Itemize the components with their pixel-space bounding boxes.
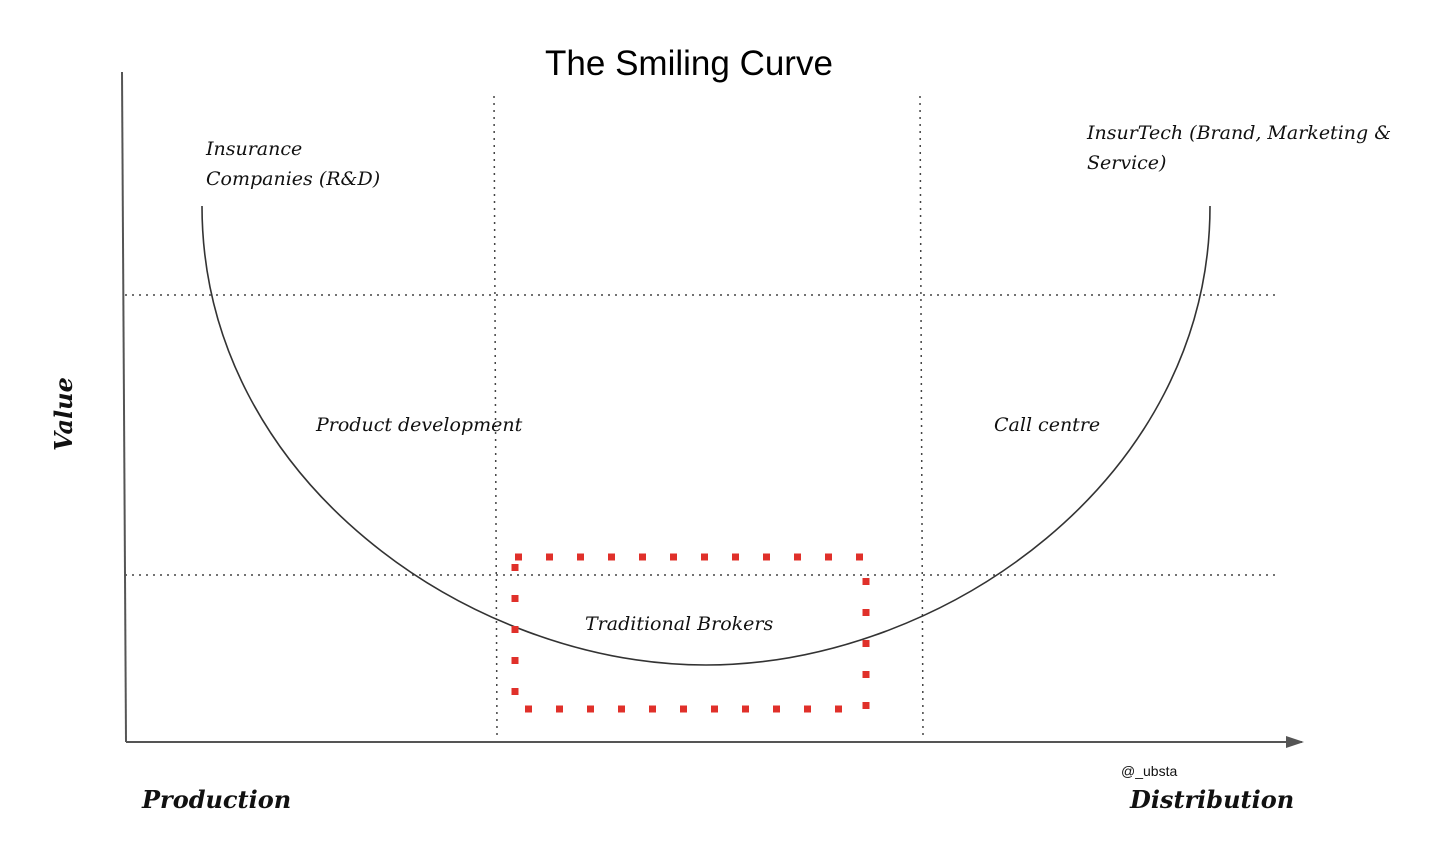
traditional-brokers-highlight-box (511, 553, 870, 713)
diagram-title: The Smiling Curve (545, 44, 833, 83)
call-centre-label: Call centre (994, 414, 1100, 436)
grid-lines (125, 95, 1278, 736)
traditional-brokers-label: Traditional Brokers (585, 613, 773, 635)
insurance-label-line2: Companies (R&D) (206, 168, 380, 190)
product-development-label: Product development (315, 414, 523, 436)
smiling-curve (201, 205, 1211, 666)
insurtech-label-line2: Service) (1087, 152, 1166, 174)
grid-vertical-left (493, 95, 498, 736)
grid-vertical-right (919, 95, 924, 736)
axes (121, 71, 1304, 748)
y-axis-label: Value (49, 377, 78, 451)
y-axis (121, 71, 127, 743)
credit-handle: @_ubsta (1121, 763, 1177, 779)
x-axis-end-label: Distribution (1129, 785, 1294, 814)
insurance-label-line1: Insurance (205, 138, 302, 160)
insurtech-label-line1: InsurTech (Brand, Marketing & (1086, 122, 1391, 144)
x-axis-start-label: Production (141, 785, 291, 814)
